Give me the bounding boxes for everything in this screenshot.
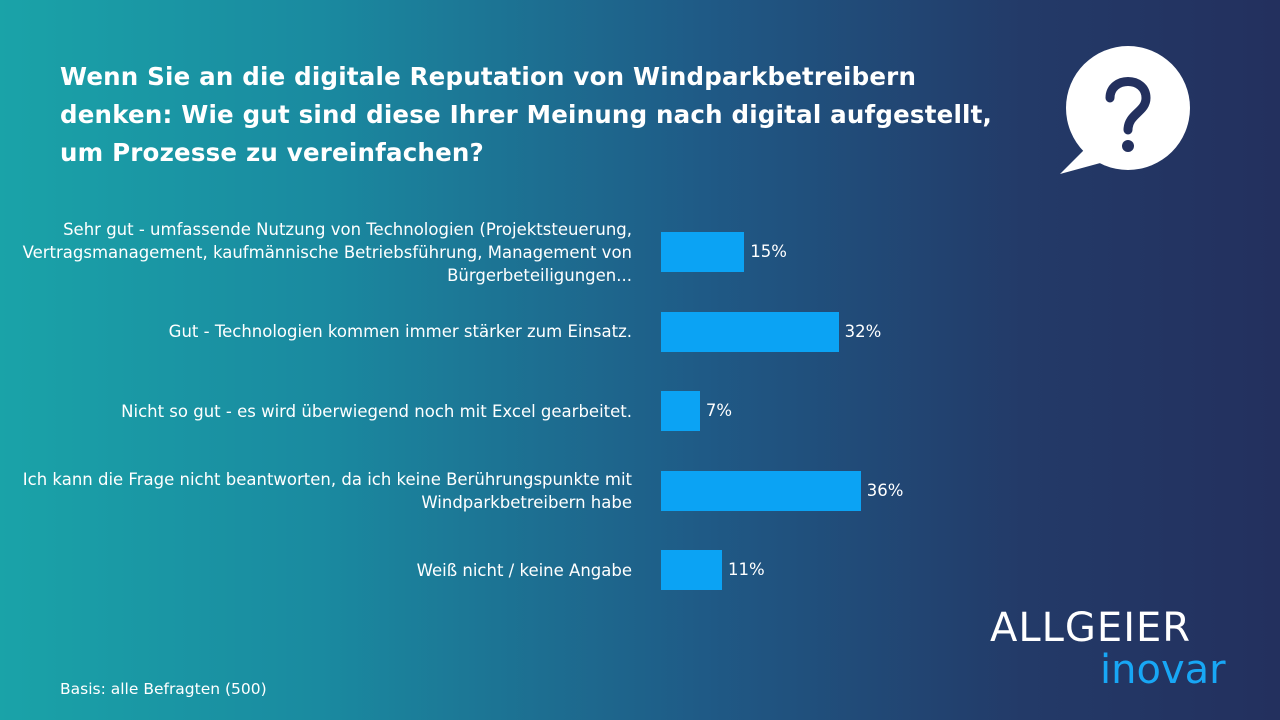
data-label: 36% [866,480,904,500]
data-label: 15% [750,242,787,261]
question-title: Wenn Sie an die digitale Reputation von … [60,62,993,167]
bar [661,470,861,511]
bar [661,550,723,590]
bar [661,232,745,272]
data-label: 7% [705,401,733,420]
footnote: Basis: alle Befragten (500) [60,680,267,698]
category-label: Weiß nicht / keine Angabe [416,560,632,580]
category-label: Ich kann die Frage nicht beantworten, da… [22,469,632,512]
category-label: Gut - Technologien kommen immer stärker … [168,322,632,341]
category-label: Sehr gut - umfassende Nutzung von Techno… [22,219,632,285]
data-label: 11% [728,560,765,579]
company-logo: ALLGEIER inovar [990,606,1252,690]
logo-wordmark-top: ALLGEIER [990,605,1192,651]
question-bubble-icon [1060,46,1190,174]
category-label: Nicht so gut - es wird überwiegend noch … [121,401,632,421]
data-label: 32% [844,321,882,341]
logo-wordmark-bottom: inovar [1100,647,1226,693]
bar [661,311,839,352]
bar [661,391,700,431]
